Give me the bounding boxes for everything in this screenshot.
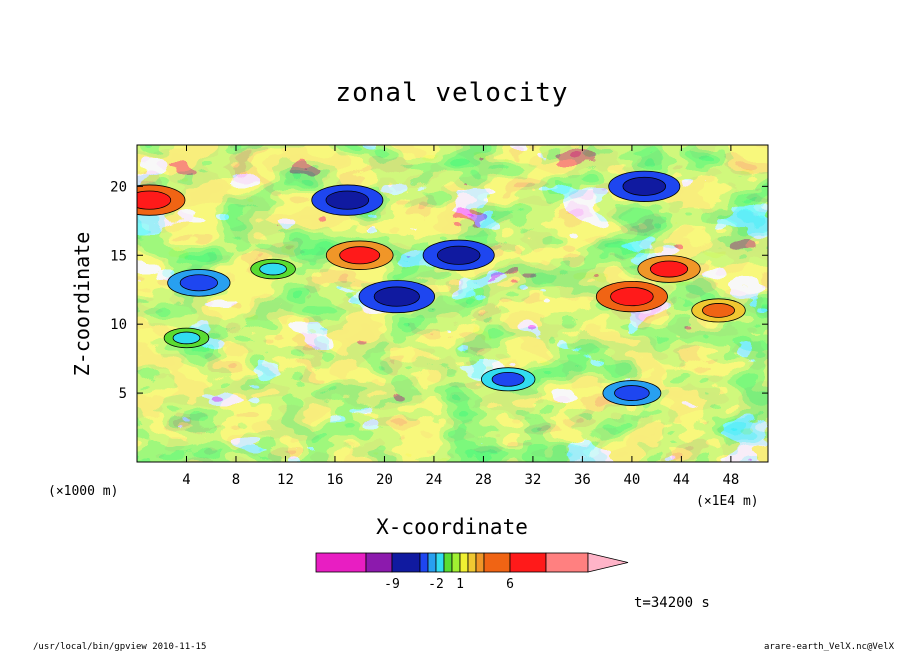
x-tick-label: 36 xyxy=(574,472,591,488)
y-tick-label: 5 xyxy=(119,386,127,402)
colorbar-label: 6 xyxy=(506,577,514,592)
feature-blob-core xyxy=(610,287,654,307)
x-tick-label: 48 xyxy=(722,472,739,488)
x-tick-label: 28 xyxy=(475,472,492,488)
feature-blob-core xyxy=(339,246,381,265)
x-axis-label: X-coordinate xyxy=(376,515,528,539)
feature-blob-core xyxy=(649,260,689,278)
feature-blob-core xyxy=(259,262,287,276)
feature-blob-core xyxy=(622,176,667,196)
feature-blob-core xyxy=(137,190,172,210)
feature-blob-core xyxy=(614,385,650,401)
colorbar-segment xyxy=(459,552,469,573)
x-tick-label: 8 xyxy=(232,472,240,488)
feature-blob-core xyxy=(373,286,420,307)
colorbar-segment xyxy=(451,552,461,573)
colorbar-segment xyxy=(435,552,445,573)
x-tick-label: 44 xyxy=(673,472,690,488)
colorbar-segment xyxy=(483,552,511,573)
colorbar-segment xyxy=(443,552,453,573)
x-unit-left: (×1000 m) xyxy=(48,484,119,499)
feature-blob-core xyxy=(179,274,218,292)
colorbar-segment xyxy=(509,552,547,573)
colorbar-segment xyxy=(467,552,477,573)
x-tick-label: 24 xyxy=(426,472,443,488)
x-tick-label: 32 xyxy=(524,472,541,488)
colorbar-label: -2 xyxy=(428,577,444,592)
footer-left: /usr/local/bin/gpview 2010-11-15 xyxy=(33,642,207,652)
chart-title: zonal velocity xyxy=(335,78,569,108)
colorbar-segment xyxy=(475,552,485,573)
y-axis-label: Z-coordinate xyxy=(70,231,94,377)
y-axis: 5 10 15 20 xyxy=(110,179,768,402)
feature-blob-core xyxy=(325,190,370,210)
plot-frame xyxy=(136,144,769,463)
y-tick-label: 15 xyxy=(110,248,127,264)
y-tick-label: 10 xyxy=(110,317,127,333)
feature-blob-core xyxy=(436,245,481,265)
colorbar-label: -9 xyxy=(384,577,400,592)
feature-blob-core xyxy=(491,371,525,387)
colorbar-segment xyxy=(391,552,421,573)
plot-area xyxy=(136,144,769,463)
colorbar-segment xyxy=(315,552,367,573)
feature-layer xyxy=(137,170,746,406)
colorbar-label: 1 xyxy=(456,577,464,592)
x-tick-label: 12 xyxy=(277,472,294,488)
x-unit-right: (×1E4 m) xyxy=(696,494,759,509)
colorbar-segment xyxy=(427,552,437,573)
colorbar-segment xyxy=(365,552,393,573)
x-tick-label: 40 xyxy=(623,472,640,488)
time-label: t=34200 s xyxy=(634,595,710,611)
x-tick-label: 4 xyxy=(182,472,190,488)
colorbar: -9 -2 1 6 xyxy=(315,552,629,592)
colorbar-segment xyxy=(419,552,429,573)
x-axis: 4 8 12 16 20 24 28 32 36 40 44 48 xyxy=(182,145,739,488)
colorbar-arrow xyxy=(587,552,629,573)
footer-right: arare-earth_VelX.nc@VelX xyxy=(764,642,895,652)
x-tick-label: 20 xyxy=(376,472,393,488)
colorbar-segment xyxy=(545,552,589,573)
feature-blob-core xyxy=(702,303,735,318)
y-tick-label: 20 xyxy=(110,179,127,195)
feature-blob-core xyxy=(172,331,201,345)
x-tick-label: 16 xyxy=(327,472,344,488)
